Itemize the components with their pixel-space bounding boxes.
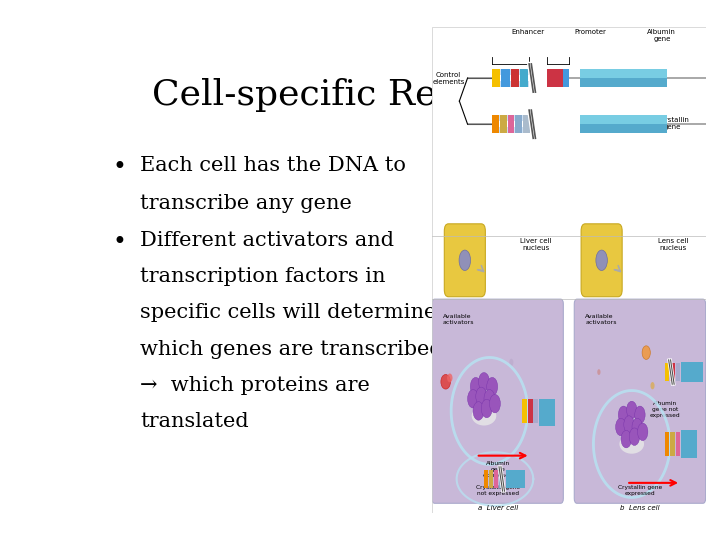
Bar <box>489 470 493 488</box>
Bar <box>580 69 667 87</box>
Bar <box>432 27 706 236</box>
Ellipse shape <box>476 387 487 406</box>
Ellipse shape <box>616 418 626 436</box>
Bar <box>494 470 498 488</box>
Bar <box>665 432 670 456</box>
Ellipse shape <box>619 434 644 454</box>
Ellipse shape <box>629 428 639 445</box>
Bar <box>499 470 503 488</box>
Bar <box>502 69 510 87</box>
Ellipse shape <box>632 418 642 436</box>
Bar <box>675 363 680 381</box>
Text: Promoter: Promoter <box>575 29 607 36</box>
Bar <box>665 363 670 381</box>
Bar <box>516 115 522 133</box>
Ellipse shape <box>481 399 492 418</box>
Ellipse shape <box>472 406 496 426</box>
Bar <box>580 69 667 78</box>
Text: Albumin
gene: Albumin gene <box>647 29 676 43</box>
Bar <box>500 115 507 133</box>
Bar <box>547 69 563 87</box>
FancyBboxPatch shape <box>444 224 485 297</box>
FancyBboxPatch shape <box>575 299 706 503</box>
Text: which genes are transcribed: which genes are transcribed <box>140 340 443 359</box>
Bar <box>670 432 675 456</box>
Ellipse shape <box>470 377 481 396</box>
Text: Liver cell
nucleus: Liver cell nucleus <box>521 239 552 252</box>
Ellipse shape <box>473 402 484 420</box>
Bar <box>492 115 531 121</box>
Ellipse shape <box>635 406 645 423</box>
Bar <box>523 115 530 133</box>
Bar <box>681 430 698 457</box>
Ellipse shape <box>447 374 452 382</box>
Text: Available
activators: Available activators <box>585 314 617 325</box>
Bar <box>492 69 529 75</box>
FancyBboxPatch shape <box>581 224 622 297</box>
Ellipse shape <box>618 406 629 423</box>
Bar <box>484 470 488 488</box>
Bar <box>539 399 555 426</box>
Ellipse shape <box>441 375 451 389</box>
Ellipse shape <box>596 250 608 271</box>
Bar <box>534 399 538 423</box>
Ellipse shape <box>490 394 500 413</box>
Text: Available
activators: Available activators <box>443 314 474 325</box>
Bar <box>580 115 667 124</box>
Bar <box>528 399 533 423</box>
Text: a  Liver cell: a Liver cell <box>477 504 518 511</box>
Ellipse shape <box>487 377 498 396</box>
Text: Each cell has the DNA to: Each cell has the DNA to <box>140 156 406 176</box>
Text: Crystallin gene
not expressed: Crystallin gene not expressed <box>475 485 520 496</box>
Bar <box>520 69 528 87</box>
Ellipse shape <box>642 346 650 360</box>
Text: specific cells will determine: specific cells will determine <box>140 303 436 322</box>
Text: Albumin
gene
expressed: Albumin gene expressed <box>482 462 513 478</box>
Text: transcribe any gene: transcribe any gene <box>140 194 352 213</box>
Ellipse shape <box>467 389 479 408</box>
Text: b  Lens cell: b Lens cell <box>620 504 660 511</box>
Ellipse shape <box>459 250 471 271</box>
Text: translated: translated <box>140 412 249 431</box>
Text: →  which proteins are: → which proteins are <box>140 376 370 395</box>
Ellipse shape <box>637 423 648 441</box>
Text: Cell-specific Regulation: Cell-specific Regulation <box>152 77 586 112</box>
Ellipse shape <box>624 416 634 433</box>
Bar <box>506 470 525 488</box>
Bar <box>681 362 703 382</box>
Text: Crystallin
gene: Crystallin gene <box>657 117 689 130</box>
Bar <box>563 69 569 87</box>
Text: transcription factors in: transcription factors in <box>140 267 386 286</box>
Text: Enhancer: Enhancer <box>511 29 544 36</box>
Ellipse shape <box>479 373 490 391</box>
Bar <box>580 115 667 133</box>
Text: •: • <box>112 156 126 179</box>
Ellipse shape <box>484 389 495 408</box>
Bar <box>492 69 500 87</box>
Ellipse shape <box>482 374 486 382</box>
Text: Crystallin gene
expressed: Crystallin gene expressed <box>618 485 662 496</box>
Bar <box>510 69 519 87</box>
Bar <box>492 127 531 133</box>
Bar <box>492 81 529 87</box>
Text: Control
elements: Control elements <box>432 71 464 85</box>
FancyBboxPatch shape <box>432 299 563 503</box>
Ellipse shape <box>650 382 654 389</box>
Ellipse shape <box>598 369 600 375</box>
Ellipse shape <box>626 401 637 418</box>
Text: Lens cell
nucleus: Lens cell nucleus <box>657 239 688 252</box>
Bar <box>492 115 499 133</box>
Bar <box>522 399 527 423</box>
Ellipse shape <box>509 359 513 366</box>
Bar <box>508 115 514 133</box>
Bar <box>670 363 675 381</box>
Text: •: • <box>112 231 126 254</box>
Text: Albumin
gene not
expressed: Albumin gene not expressed <box>649 401 680 418</box>
Bar <box>675 432 680 456</box>
Ellipse shape <box>621 430 631 448</box>
Text: Different activators and: Different activators and <box>140 231 395 250</box>
